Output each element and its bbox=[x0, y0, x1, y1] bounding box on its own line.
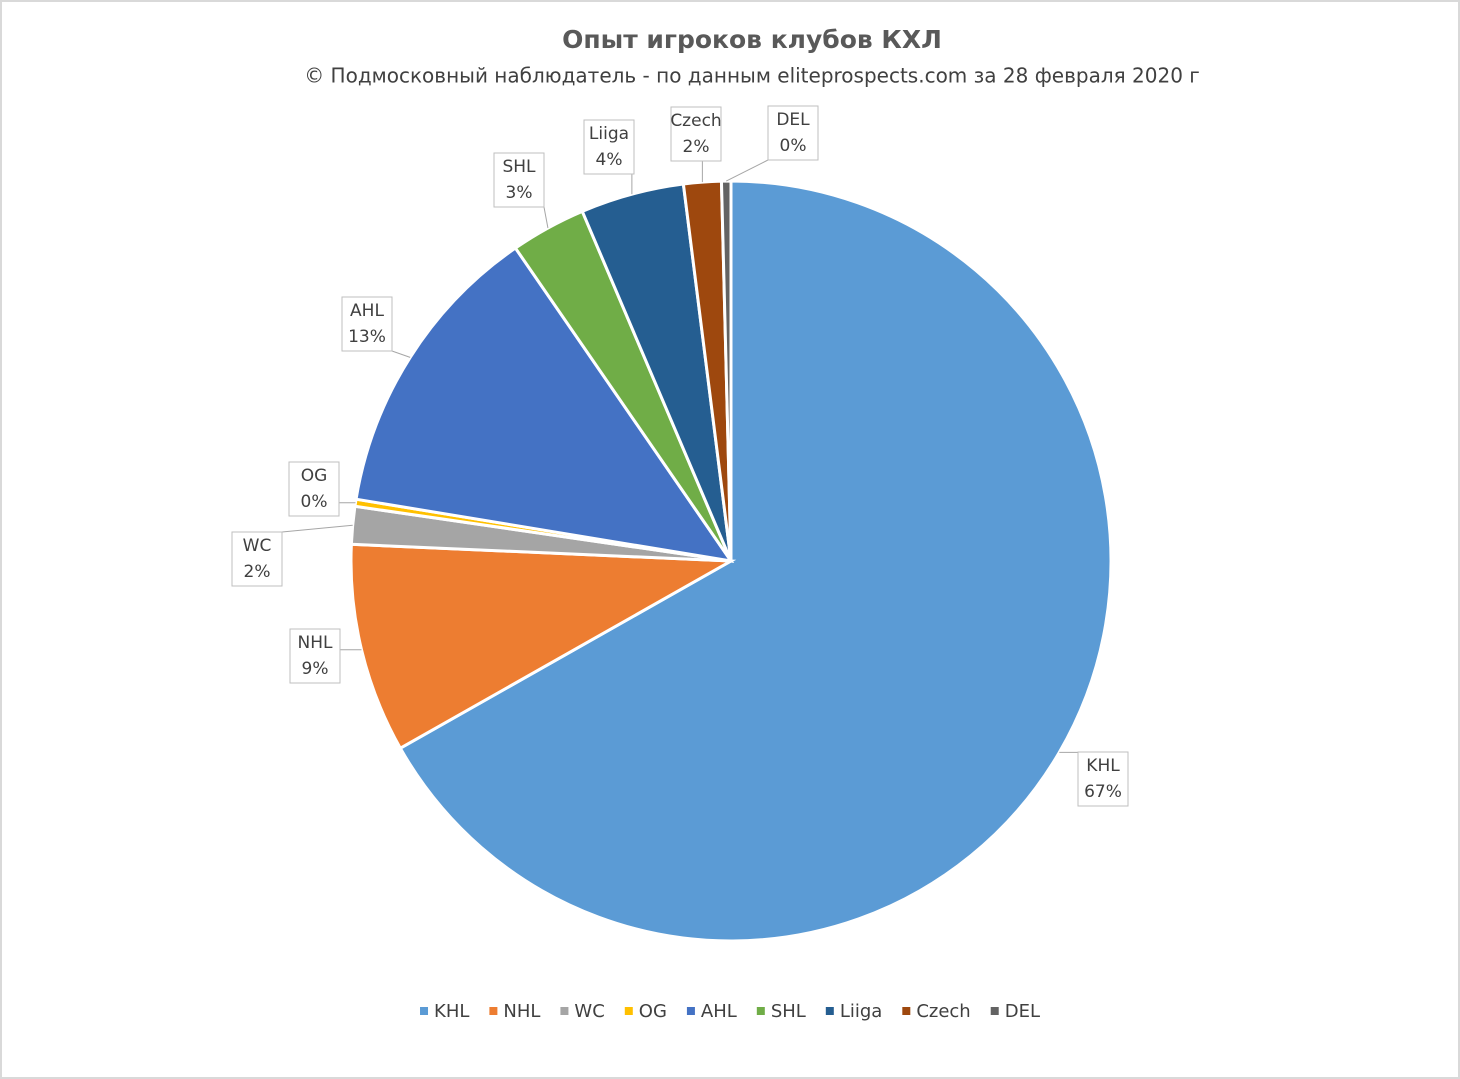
data-label-name: SHL bbox=[502, 157, 536, 177]
legend-label: NHL bbox=[503, 1001, 540, 1022]
legend-label: OG bbox=[639, 1001, 667, 1022]
legend: KHL NHL WC OG AHL SHL Liiga Czech DEL bbox=[420, 1001, 1040, 1022]
data-label-value: 2% bbox=[683, 137, 710, 157]
data-label-box bbox=[341, 296, 393, 352]
legend-marker bbox=[624, 1007, 633, 1015]
data-label-box bbox=[767, 105, 819, 161]
data-label-box bbox=[231, 531, 283, 587]
legend-label: AHL bbox=[701, 1001, 737, 1022]
pie-slice bbox=[354, 245, 735, 564]
data-label-value: 13% bbox=[348, 327, 386, 347]
data-label-name: AHL bbox=[350, 301, 384, 321]
data-label-box bbox=[583, 119, 635, 175]
data-label-name: Czech bbox=[670, 111, 721, 131]
legend-label: Liiga bbox=[840, 1001, 883, 1022]
data-label-box bbox=[289, 628, 341, 684]
legend-label: DEL bbox=[1005, 1001, 1040, 1022]
legend-marker bbox=[420, 1007, 429, 1015]
data-label-box bbox=[1077, 751, 1129, 807]
data-label-name: DEL bbox=[776, 110, 810, 130]
data-label-value: 9% bbox=[302, 659, 329, 679]
leader-line bbox=[726, 159, 769, 182]
data-label-value: 0% bbox=[301, 492, 328, 512]
legend-marker bbox=[686, 1007, 695, 1015]
leader-line bbox=[281, 524, 353, 533]
data-label-value: 67% bbox=[1084, 782, 1122, 802]
legend-label: SHL bbox=[771, 1001, 806, 1022]
data-label-name: NHL bbox=[298, 633, 334, 653]
legend-marker bbox=[902, 1007, 911, 1015]
legend-label: KHL bbox=[434, 1001, 469, 1022]
data-label-name: OG bbox=[301, 466, 328, 486]
data-label-box bbox=[493, 152, 545, 208]
legend-marker bbox=[990, 1007, 999, 1015]
pie-slice bbox=[398, 179, 1113, 943]
legend-marker bbox=[560, 1007, 569, 1015]
chart-title: Опыт игроков клубов КХЛ bbox=[562, 25, 942, 54]
data-label-box bbox=[288, 461, 340, 517]
data-label-name: WC bbox=[243, 536, 272, 556]
data-label-value: 2% bbox=[244, 562, 271, 582]
leader-line bbox=[543, 206, 549, 229]
legend-label: WC bbox=[574, 1001, 604, 1022]
legend-label: Czech bbox=[916, 1001, 970, 1022]
data-label-name: KHL bbox=[1086, 756, 1120, 776]
legend-marker bbox=[489, 1007, 498, 1015]
legend-marker bbox=[825, 1007, 834, 1015]
data-label-value: 0% bbox=[780, 136, 807, 156]
leader-line bbox=[391, 350, 411, 358]
data-label-value: 4% bbox=[596, 150, 623, 170]
data-label-value: 3% bbox=[506, 183, 533, 203]
data-label-name: Liiga bbox=[589, 124, 629, 144]
data-label-box bbox=[670, 106, 722, 162]
chart-subtitle: © Подмосковный наблюдатель - по данным e… bbox=[304, 64, 1200, 88]
legend-marker bbox=[756, 1007, 765, 1015]
